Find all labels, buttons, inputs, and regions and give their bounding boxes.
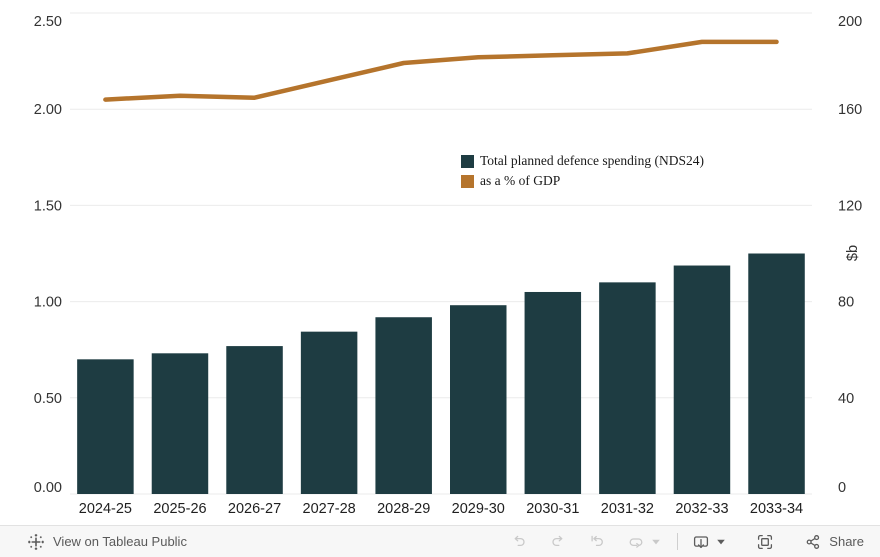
refresh-dropdown-caret[interactable]: [651, 532, 661, 552]
chart-area: 0.00 0.50 1.00 1.50 2.00 2.50 0 40 80 120 160 200 $b…: [33, 12, 863, 517]
right-axis-tick-label: 80: [838, 295, 854, 311]
redo-icon: [552, 535, 563, 546]
refresh-icon: [629, 537, 643, 548]
left-axis-tick-label: 2.00: [34, 102, 62, 118]
x-axis-label: 2033-34: [750, 501, 803, 517]
undo-icon: [514, 535, 525, 546]
bar-2025-26[interactable]: [151, 353, 209, 494]
right-axis-tick-label: 200: [838, 14, 862, 30]
toolbar-divider: [677, 533, 679, 550]
bar-2026-27[interactable]: [226, 346, 283, 494]
dropdown-caret-icon: [652, 539, 661, 544]
share-button[interactable]: Share: [804, 532, 864, 552]
right-axis-tick-label: 160: [838, 102, 862, 118]
refresh-button[interactable]: [627, 532, 645, 552]
bar-2029-30[interactable]: [450, 305, 507, 494]
legend-item-gdp[interactable]: as a % of GDP: [461, 171, 704, 191]
x-axis-label: 2027-28: [303, 501, 356, 517]
legend-label: as a % of GDP: [480, 173, 561, 188]
toolbar-left[interactable]: View on Tableau Public: [27, 533, 187, 551]
fullscreen-icon: [758, 534, 773, 549]
right-axis-title: $b: [845, 245, 861, 261]
x-axis-label: 2032-33: [675, 501, 728, 517]
gdp-percentage-line[interactable]: [103, 39, 779, 102]
download-icon: [694, 535, 709, 548]
legend-item-spending[interactable]: Total planned defence spending (NDS24): [461, 151, 704, 171]
reset-icon: [591, 535, 604, 546]
view-on-tableau-public-link[interactable]: View on Tableau Public: [53, 534, 187, 549]
legend-swatch-icon: [461, 154, 474, 168]
x-axis-label: 2026-27: [228, 501, 281, 517]
redo-button[interactable]: [549, 532, 567, 552]
fullscreen-button[interactable]: [756, 532, 774, 552]
x-axis-label: 2029-30: [452, 501, 505, 517]
dropdown-caret-icon: [717, 539, 726, 544]
left-axis-tick-label: 1.00: [34, 295, 62, 311]
right-axis-tick-label: 120: [838, 198, 862, 214]
bar-2032-33[interactable]: [673, 265, 731, 494]
bar-2027-28[interactable]: [300, 331, 358, 494]
tableau-toolbar: View on Tableau Public: [0, 525, 880, 557]
share-button-label: Share: [829, 534, 864, 549]
download-button[interactable]: [692, 532, 710, 552]
bar-2030-31[interactable]: [524, 291, 582, 494]
download-dropdown-caret[interactable]: [716, 532, 726, 552]
undo-button[interactable]: [510, 532, 528, 552]
chart-legend: Total planned defence spending (NDS24) as…: [461, 151, 704, 191]
bar-2033-34[interactable]: [748, 253, 805, 495]
left-axis-tick-label: 0.00: [34, 480, 62, 496]
x-axis-label: 2025-26: [153, 501, 206, 517]
bar-2031-32[interactable]: [599, 282, 656, 494]
right-axis-tick-label: 0: [838, 480, 846, 496]
left-axis-tick-label: 0.50: [34, 391, 62, 407]
bar-2028-29[interactable]: [375, 317, 432, 494]
legend-label: Total planned defence spending (NDS24): [480, 153, 704, 168]
x-axis-label: 2028-29: [377, 501, 430, 517]
bar-2024-25[interactable]: [77, 359, 134, 494]
defence-spending-chart: 0.00 0.50 1.00 1.50 2.00 2.50 0 40 80 120 160 200 $b…: [34, 12, 862, 517]
x-axis-label: 2031-32: [601, 501, 654, 517]
right-axis-tick-label: 40: [838, 391, 854, 407]
left-axis-tick-label: 1.50: [34, 198, 62, 214]
share-icon: [806, 534, 820, 549]
reset-button[interactable]: [588, 532, 606, 552]
left-axis-tick-label: 2.50: [34, 14, 62, 30]
toolbar-right: Share: [510, 532, 864, 552]
tableau-logo-icon: [28, 533, 44, 550]
x-axis-label: 2024-25: [79, 501, 132, 517]
x-axis-label: 2030-31: [526, 501, 579, 517]
legend-swatch-icon: [461, 174, 474, 188]
